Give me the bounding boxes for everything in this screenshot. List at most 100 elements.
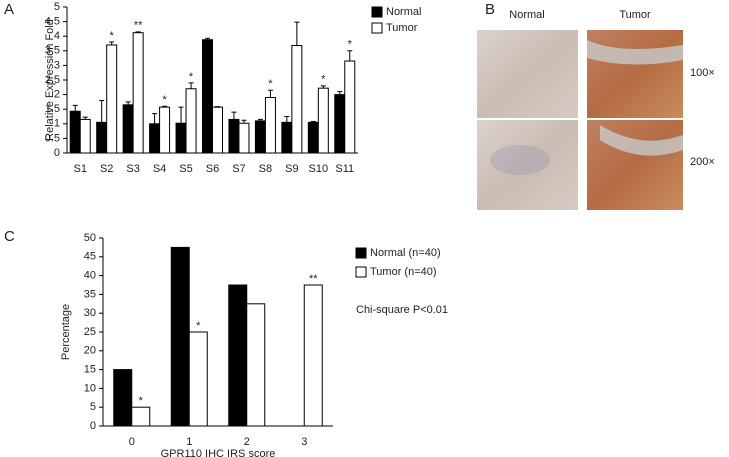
- x-tick-label: S11: [335, 163, 354, 175]
- legend-swatch: [371, 22, 383, 34]
- y-tick-label: 4: [54, 30, 60, 42]
- error-bar: [284, 116, 290, 123]
- legend-swatch: [355, 266, 367, 278]
- y-tick-label: 30: [84, 307, 96, 319]
- bar: [202, 39, 213, 154]
- x-tick-label: S8: [259, 163, 272, 175]
- bar: [69, 110, 81, 154]
- bar: [175, 122, 187, 154]
- x-axis-label: GPR110 IHC IRS score: [161, 448, 276, 457]
- legend-label: Normal: [386, 6, 421, 18]
- bar: [344, 60, 356, 154]
- y-tick-label: 25: [84, 326, 96, 338]
- error-bar: [267, 89, 273, 98]
- annotation: Chi-square P<0.01: [356, 304, 448, 316]
- error-bar: [205, 37, 210, 40]
- y-tick-label: 40: [84, 270, 96, 282]
- y-tick-label: 0: [90, 420, 96, 432]
- error-bar: [162, 105, 168, 108]
- y-tick-label: 2: [54, 89, 60, 101]
- significance: *: [139, 395, 144, 407]
- error-bar: [231, 111, 237, 120]
- error-bar: [347, 50, 353, 62]
- error-bar: [125, 101, 131, 105]
- bar: [212, 106, 223, 154]
- y-tick-label: 10: [84, 382, 96, 394]
- y-tick-label: 3.5: [45, 45, 60, 57]
- micrograph: [587, 30, 683, 118]
- panel-label: B: [485, 1, 495, 18]
- y-tick-label: 45: [84, 251, 96, 263]
- bar: [303, 284, 323, 427]
- legend-swatch: [371, 6, 383, 18]
- error-bar: [99, 99, 105, 123]
- significance: *: [268, 78, 273, 90]
- error-bar: [294, 21, 300, 46]
- legend-label: Tumor: [386, 22, 418, 34]
- bar: [113, 369, 133, 427]
- row-label: 100×: [690, 67, 715, 79]
- error-bar: [241, 119, 247, 124]
- bar: [79, 118, 91, 154]
- y-axis-label: Relative Expression Fold: [44, 19, 56, 141]
- error-bar: [152, 113, 158, 124]
- significance: *: [189, 71, 194, 83]
- error-bar: [109, 41, 115, 45]
- panel-label: C: [4, 228, 15, 245]
- bar: [170, 246, 190, 427]
- bar: [185, 88, 197, 154]
- significance: *: [110, 30, 115, 42]
- x-tick-label: 2: [244, 436, 250, 448]
- bar: [246, 303, 266, 427]
- error-bar: [310, 120, 316, 123]
- x-tick-label: S4: [153, 163, 166, 175]
- significance: *: [162, 94, 167, 106]
- bar: [281, 121, 293, 154]
- y-tick-label: 4.5: [45, 16, 60, 28]
- error-bar: [257, 118, 263, 121]
- column-label: Normal: [509, 9, 544, 21]
- bar: [264, 97, 276, 154]
- x-tick-label: S3: [126, 163, 139, 175]
- bar: [334, 94, 346, 154]
- y-tick-label: 35: [84, 288, 96, 300]
- y-tick-label: 15: [84, 364, 96, 376]
- bar: [131, 406, 151, 427]
- y-tick-label: 3: [54, 59, 60, 71]
- micrograph: [477, 30, 578, 118]
- bar: [317, 87, 329, 154]
- x-tick-label: 3: [301, 436, 307, 448]
- bar: [122, 104, 134, 154]
- x-tick-label: S6: [206, 163, 219, 175]
- y-tick-label: 1.5: [45, 103, 60, 115]
- error-bar: [215, 106, 220, 108]
- bar: [291, 45, 303, 154]
- bar: [106, 44, 118, 154]
- significance: *: [348, 39, 353, 51]
- significance: *: [321, 74, 326, 86]
- y-tick-label: 2.5: [45, 74, 60, 86]
- row-label: 200×: [690, 156, 715, 168]
- bar: [238, 122, 250, 154]
- legend-label: Tumor (n=40): [370, 266, 437, 278]
- x-tick-label: S7: [232, 163, 245, 175]
- legend-label: Normal (n=40): [370, 247, 441, 259]
- bar: [149, 123, 161, 154]
- bar: [228, 118, 240, 154]
- bar: [159, 106, 171, 154]
- x-tick-label: S9: [285, 163, 298, 175]
- error-bar: [188, 82, 194, 89]
- error-bar: [72, 104, 78, 112]
- error-bar: [82, 116, 88, 120]
- panel-label: A: [4, 1, 14, 18]
- x-tick-label: S5: [179, 163, 192, 175]
- y-tick-label: 20: [84, 345, 96, 357]
- nuclei: [490, 145, 550, 175]
- significance: **: [134, 20, 143, 32]
- x-tick-label: S1: [73, 163, 86, 175]
- bar: [96, 121, 108, 154]
- column-label: Tumor: [619, 9, 651, 21]
- x-tick-label: 0: [129, 436, 135, 448]
- significance: **: [309, 273, 318, 285]
